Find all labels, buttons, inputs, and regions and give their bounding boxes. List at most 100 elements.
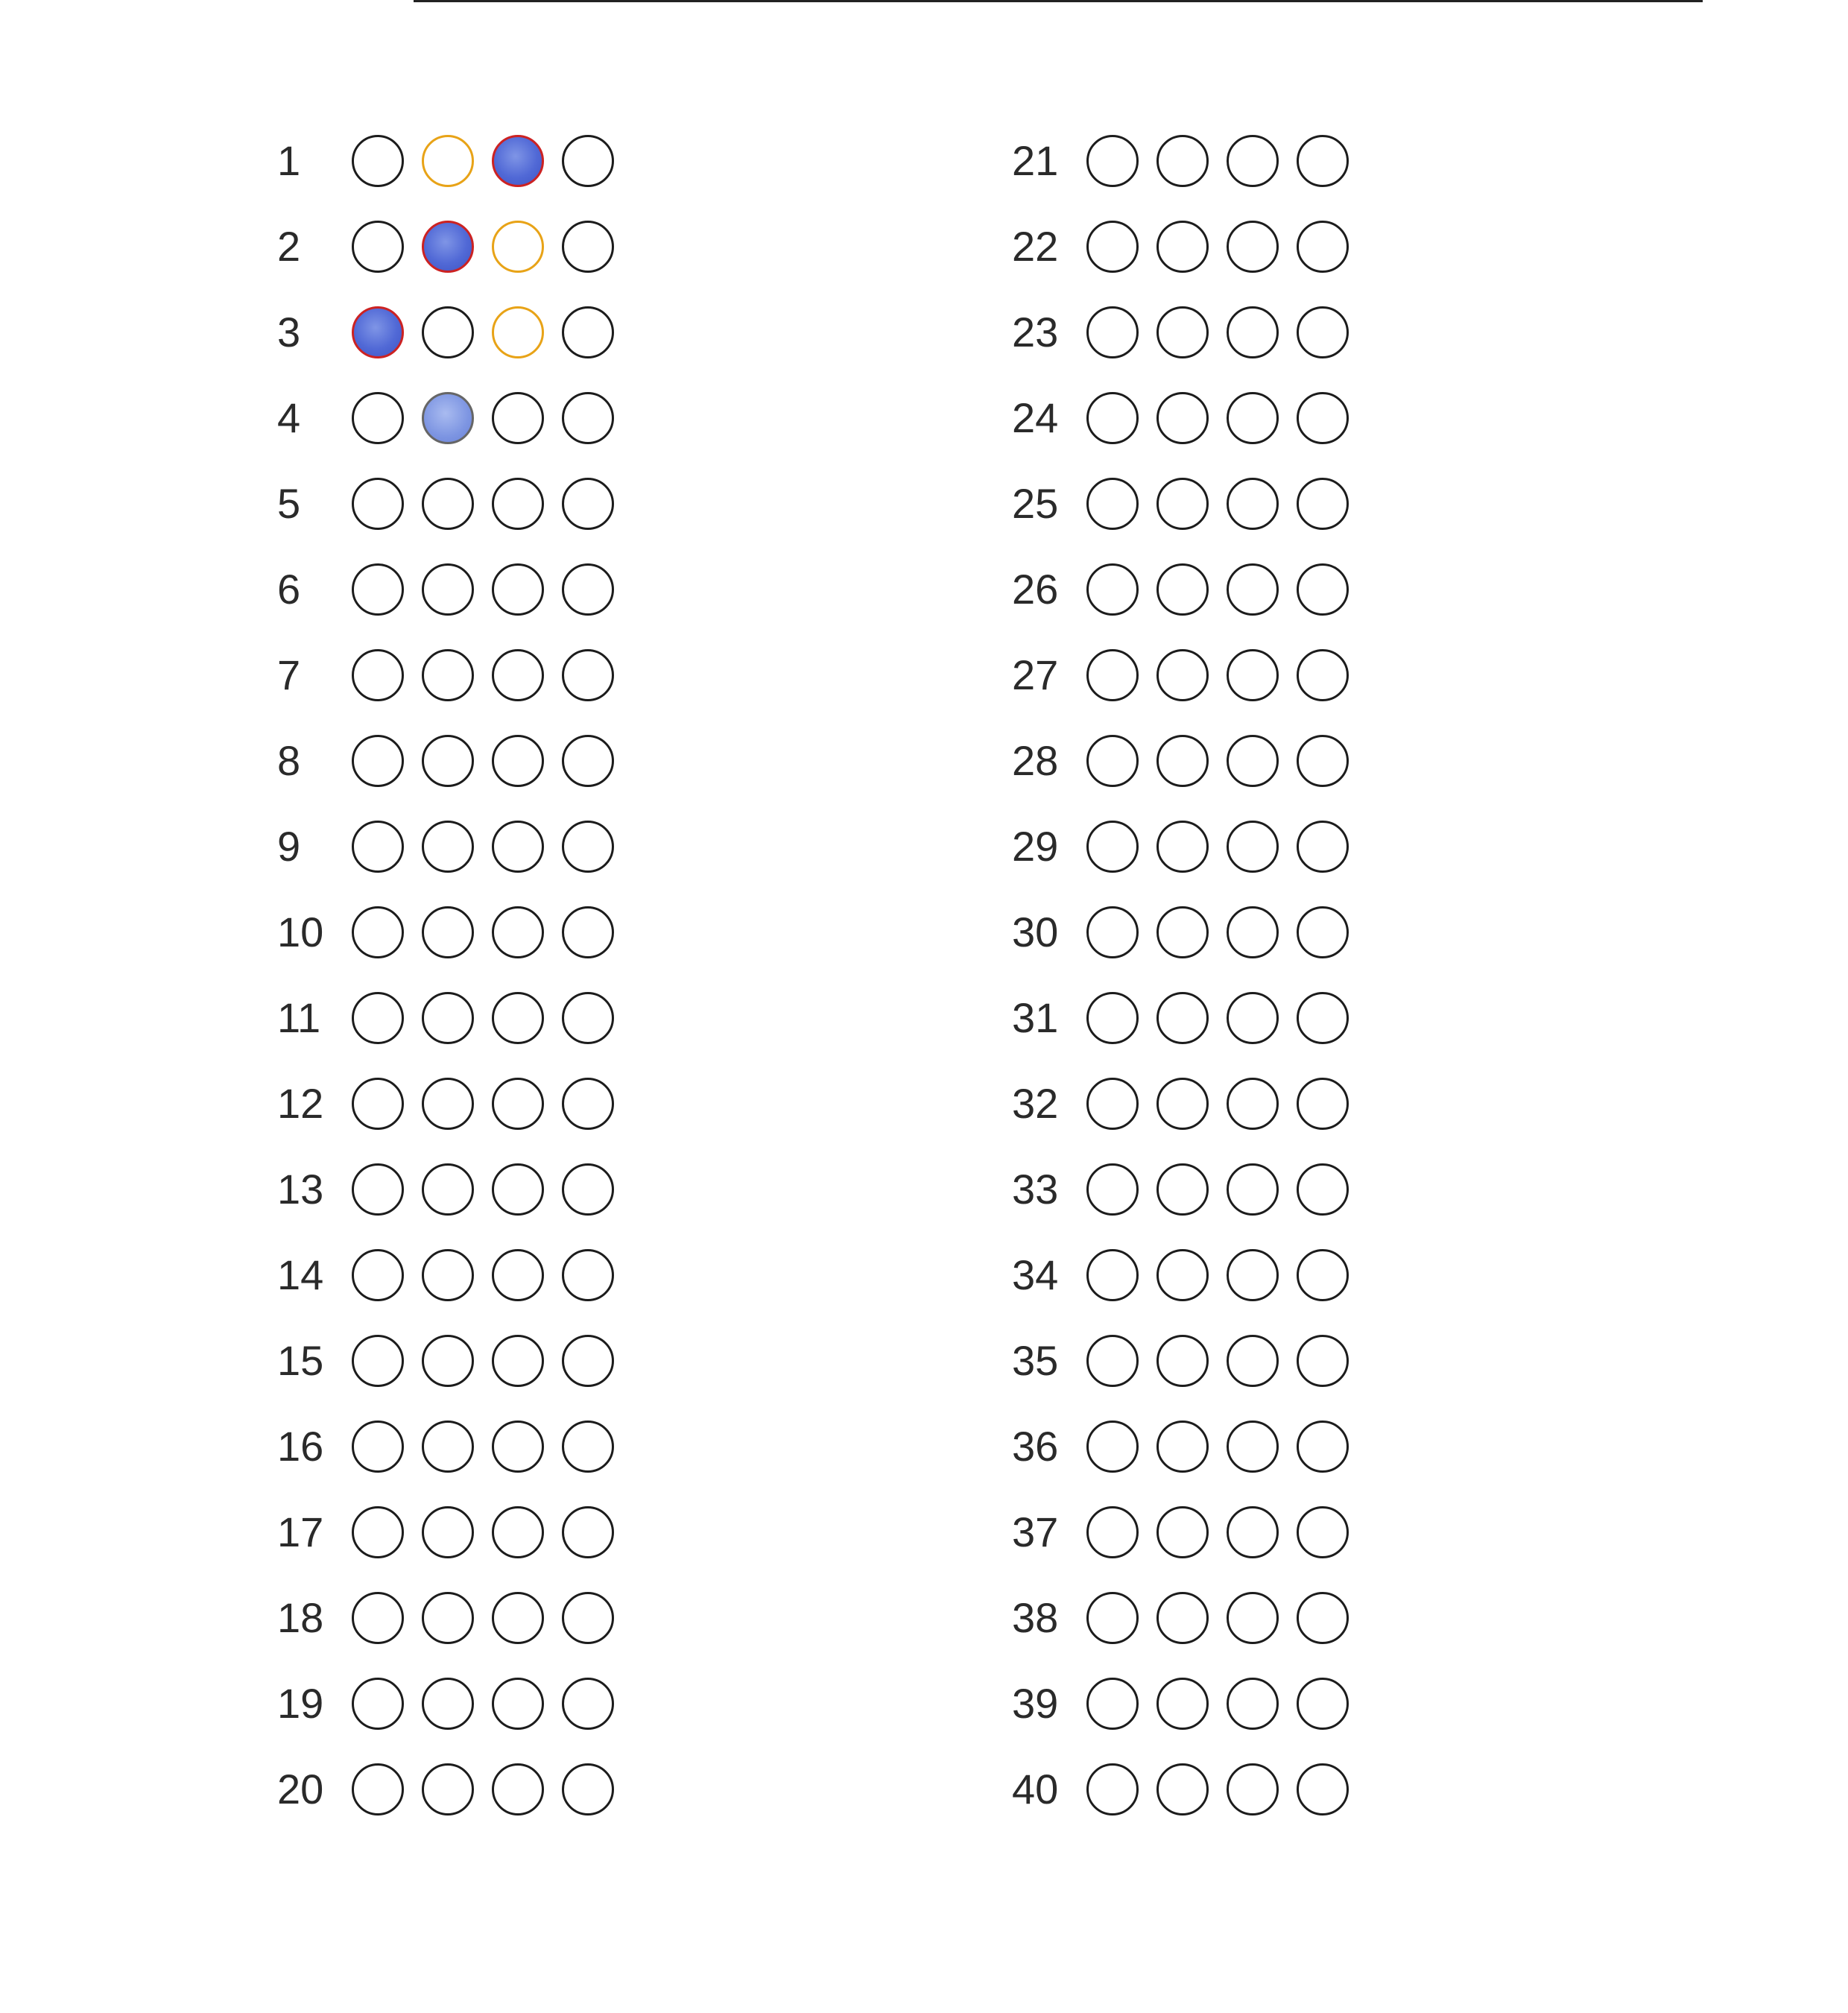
answer-bubble[interactable] [562,1505,614,1558]
answer-bubble[interactable] [492,1077,544,1130]
answer-bubble[interactable] [562,648,614,701]
answer-bubble[interactable] [1297,1077,1349,1130]
answer-bubble[interactable] [422,1248,474,1301]
answer-bubble[interactable] [1086,1163,1139,1216]
answer-bubble[interactable] [562,734,614,787]
answer-bubble[interactable] [1227,820,1279,873]
answer-bubble[interactable] [352,134,404,187]
answer-bubble[interactable] [1227,1591,1279,1644]
answer-bubble[interactable] [1297,1763,1349,1816]
answer-bubble[interactable] [1227,1248,1279,1301]
answer-bubble[interactable] [492,563,544,616]
answer-bubble[interactable] [562,477,614,530]
answer-bubble[interactable] [422,1420,474,1473]
answer-bubble[interactable] [352,1591,404,1644]
answer-bubble[interactable] [352,220,404,273]
answer-bubble[interactable] [422,220,474,273]
answer-bubble[interactable] [1156,1163,1209,1216]
answer-bubble[interactable] [1086,477,1139,530]
answer-bubble[interactable] [1156,1505,1209,1558]
answer-bubble[interactable] [492,1248,544,1301]
answer-bubble[interactable] [492,991,544,1044]
answer-bubble[interactable] [1297,563,1349,616]
answer-bubble[interactable] [422,1591,474,1644]
answer-bubble[interactable] [1156,1248,1209,1301]
answer-bubble[interactable] [422,820,474,873]
answer-bubble[interactable] [352,1505,404,1558]
answer-bubble[interactable] [352,1420,404,1473]
answer-bubble[interactable] [492,220,544,273]
answer-bubble[interactable] [492,477,544,530]
answer-bubble[interactable] [562,906,614,958]
answer-bubble[interactable] [562,391,614,444]
answer-bubble[interactable] [1086,648,1139,701]
answer-bubble[interactable] [1086,1077,1139,1130]
answer-bubble[interactable] [492,906,544,958]
answer-bubble[interactable] [1156,1420,1209,1473]
answer-bubble[interactable] [1297,134,1349,187]
answer-bubble[interactable] [1156,391,1209,444]
answer-bubble[interactable] [562,1334,614,1387]
answer-bubble[interactable] [562,991,614,1044]
answer-bubble[interactable] [1297,220,1349,273]
answer-bubble[interactable] [1086,306,1139,358]
answer-bubble[interactable] [352,734,404,787]
answer-bubble[interactable] [352,1077,404,1130]
answer-bubble[interactable] [492,306,544,358]
answer-bubble[interactable] [422,1334,474,1387]
answer-bubble[interactable] [492,1763,544,1816]
answer-bubble[interactable] [562,306,614,358]
answer-bubble[interactable] [1297,906,1349,958]
answer-bubble[interactable] [1086,1591,1139,1644]
answer-bubble[interactable] [492,1334,544,1387]
answer-bubble[interactable] [1086,734,1139,787]
answer-bubble[interactable] [1227,563,1279,616]
answer-bubble[interactable] [1227,477,1279,530]
answer-bubble[interactable] [422,991,474,1044]
answer-bubble[interactable] [1297,648,1349,701]
answer-bubble[interactable] [562,563,614,616]
answer-bubble[interactable] [352,991,404,1044]
answer-bubble[interactable] [1297,991,1349,1044]
answer-bubble[interactable] [1297,477,1349,530]
answer-bubble[interactable] [352,563,404,616]
answer-bubble[interactable] [492,820,544,873]
answer-bubble[interactable] [1086,1248,1139,1301]
answer-bubble[interactable] [1156,1591,1209,1644]
answer-bubble[interactable] [422,306,474,358]
answer-bubble[interactable] [1086,391,1139,444]
answer-bubble[interactable] [1156,477,1209,530]
answer-bubble[interactable] [1227,991,1279,1044]
answer-bubble[interactable] [422,391,474,444]
answer-bubble[interactable] [492,1591,544,1644]
answer-bubble[interactable] [1156,734,1209,787]
answer-bubble[interactable] [492,134,544,187]
answer-bubble[interactable] [492,1505,544,1558]
answer-bubble[interactable] [1297,1505,1349,1558]
answer-bubble[interactable] [352,477,404,530]
answer-bubble[interactable] [1156,820,1209,873]
answer-bubble[interactable] [422,563,474,616]
answer-bubble[interactable] [352,820,404,873]
answer-bubble[interactable] [352,1248,404,1301]
answer-bubble[interactable] [1227,1334,1279,1387]
answer-bubble[interactable] [492,734,544,787]
answer-bubble[interactable] [1297,1248,1349,1301]
answer-bubble[interactable] [562,1420,614,1473]
answer-bubble[interactable] [352,1677,404,1730]
answer-bubble[interactable] [562,1763,614,1816]
answer-bubble[interactable] [1156,1077,1209,1130]
answer-bubble[interactable] [492,391,544,444]
answer-bubble[interactable] [492,648,544,701]
answer-bubble[interactable] [1156,906,1209,958]
answer-bubble[interactable] [1297,1591,1349,1644]
answer-bubble[interactable] [1086,1677,1139,1730]
answer-bubble[interactable] [1227,1763,1279,1816]
answer-bubble[interactable] [1086,820,1139,873]
answer-bubble[interactable] [1156,306,1209,358]
answer-bubble[interactable] [422,734,474,787]
answer-bubble[interactable] [1086,991,1139,1044]
answer-bubble[interactable] [1227,391,1279,444]
answer-bubble[interactable] [352,1334,404,1387]
answer-bubble[interactable] [1227,1163,1279,1216]
